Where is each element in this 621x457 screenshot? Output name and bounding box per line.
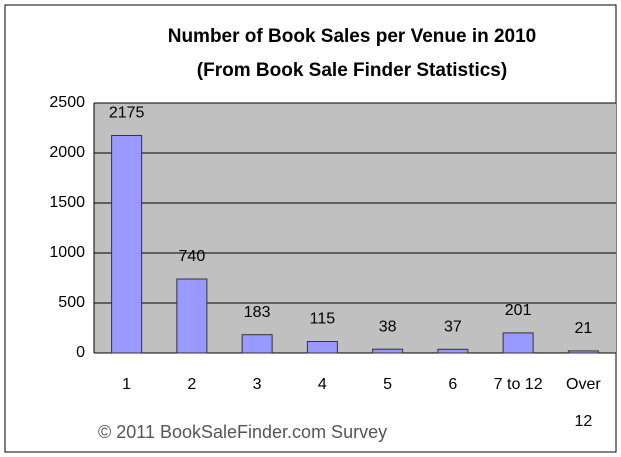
x-tick-label: 2 — [187, 376, 197, 393]
x-tick-label: Over 12 — [566, 376, 601, 430]
x-tick-label: 3 — [252, 376, 262, 393]
bar — [502, 332, 534, 354]
value-label: 183 — [244, 304, 271, 321]
bar — [437, 348, 469, 354]
annotation: © 2011 BookSaleFinder.com Survey — [98, 422, 387, 442]
bar — [176, 278, 208, 354]
y-tick-label: 1500 — [49, 194, 85, 211]
bar — [372, 348, 404, 354]
value-label: 21 — [574, 320, 592, 337]
chart-title: Number of Book Sales per Venue in 2010 — [168, 26, 537, 47]
x-tick-label: 1 — [122, 376, 132, 393]
x-tick-label: 6 — [448, 376, 458, 393]
y-tick-label: 0 — [76, 344, 85, 361]
y-tick-label: 2000 — [49, 144, 85, 161]
value-label: 38 — [379, 318, 397, 335]
y-tick-label: 500 — [58, 294, 85, 311]
value-label: 37 — [444, 319, 462, 336]
bar — [111, 135, 143, 354]
chart-subtitle: (From Book Sale Finder Statistics) — [197, 60, 507, 81]
x-tick-label: 4 — [317, 376, 327, 393]
bar — [306, 341, 338, 354]
value-label: 2175 — [109, 105, 145, 122]
value-label: 115 — [310, 311, 336, 328]
value-label: 201 — [505, 302, 532, 319]
bar — [241, 334, 273, 354]
y-tick-label: 2500 — [49, 94, 85, 111]
value-label: 740 — [179, 248, 206, 265]
plot-area — [94, 103, 616, 353]
bar — [567, 350, 599, 354]
x-tick-label: 5 — [383, 376, 393, 393]
x-tick-label: 7 to 12 — [493, 376, 543, 393]
y-tick-label: 1000 — [49, 244, 85, 261]
